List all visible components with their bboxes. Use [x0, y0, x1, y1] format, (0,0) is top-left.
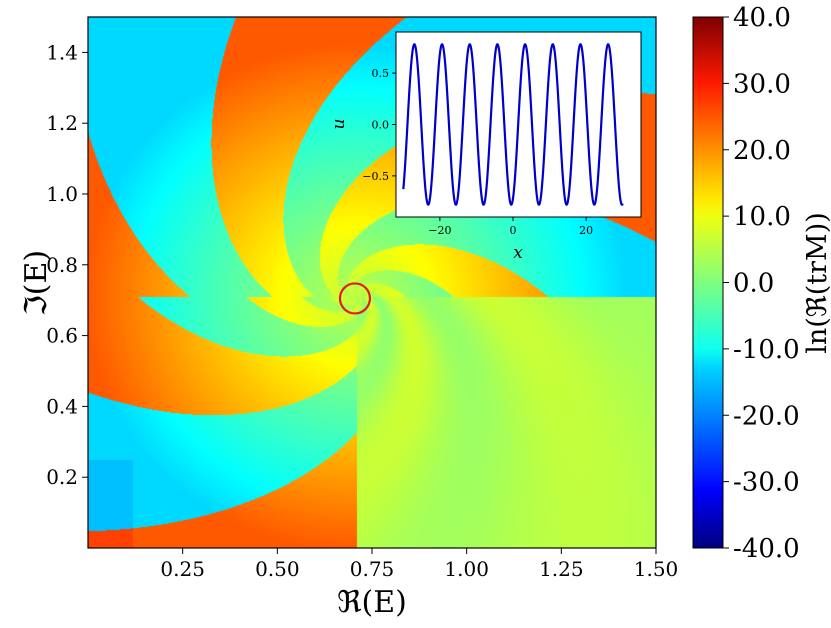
y-axis-label: ℑ(E) [19, 250, 54, 316]
colorbar-tick-label: 0.0 [733, 269, 774, 299]
colorbar-label: ln(ℜ(trM)) [802, 212, 831, 354]
y-tick-label: 1.4 [46, 40, 78, 64]
inset-x-label: x [513, 243, 523, 263]
x-tick-label: 0.75 [350, 557, 395, 581]
x-tick-label: 1.25 [539, 557, 584, 581]
x-tick-label: 1.00 [444, 557, 489, 581]
colorbar-tick-label: 20.0 [733, 136, 791, 166]
colorbar: 40.030.020.010.00.0-10.0-20.0-30.0-40.0 … [692, 3, 831, 564]
colorbar-tick-label: 10.0 [733, 202, 791, 232]
inset-x-ticks: −20 0 20 [428, 217, 593, 237]
x-axis-label: ℜ(E) [337, 585, 407, 620]
inset-x-tick-label: 20 [579, 224, 593, 237]
inset-plot: −20 0 20 0.5 0.0 −0.5 x u [329, 31, 642, 263]
inset-y-label: u [329, 119, 349, 130]
x-tick-label: 0.25 [160, 557, 205, 581]
y-tick-label: 0.2 [46, 465, 78, 489]
inset-x-tick-label: −20 [428, 224, 451, 237]
inset-series-line [402, 42, 624, 207]
y-tick-label: 1.0 [46, 182, 78, 206]
highlight-circle [338, 282, 372, 315]
colorbar-tick-label: 40.0 [733, 3, 791, 33]
inset-y-tick-label: 0.5 [372, 67, 390, 80]
y-axis-ticks: 0.2 0.4 0.6 0.8 1.0 1.2 1.4 [46, 40, 88, 489]
inset-y-tick-label: −0.5 [362, 170, 389, 183]
x-axis-ticks: 0.25 0.50 0.75 1.00 1.25 1.50 [160, 548, 678, 581]
y-tick-label: 0.6 [46, 324, 78, 348]
colorbar-tick-label: 30.0 [733, 69, 791, 99]
y-tick-label: 0.8 [46, 253, 78, 277]
colorbar-gradient [692, 16, 724, 549]
inset-y-ticks: 0.5 0.0 −0.5 [362, 67, 396, 183]
colorbar-tick-label: -40.0 [733, 534, 800, 564]
inset-y-tick-label: 0.0 [372, 119, 390, 132]
x-tick-label: 0.50 [255, 557, 300, 581]
inset-x-tick-label: 0 [510, 224, 517, 237]
colorbar-tick-label: -10.0 [733, 335, 800, 365]
colorbar-tick-label: -30.0 [733, 468, 800, 498]
colorbar-ticks: 40.0 30.0 20.0 10.0 0.0 -10.0 -20.0 -30.0 -40.0 [723, 3, 800, 564]
colorbar-tick-label: -20.0 [733, 401, 800, 431]
y-tick-label: 0.4 [46, 394, 78, 418]
x-tick-label: 1.50 [634, 557, 679, 581]
y-tick-label: 1.2 [46, 111, 78, 135]
